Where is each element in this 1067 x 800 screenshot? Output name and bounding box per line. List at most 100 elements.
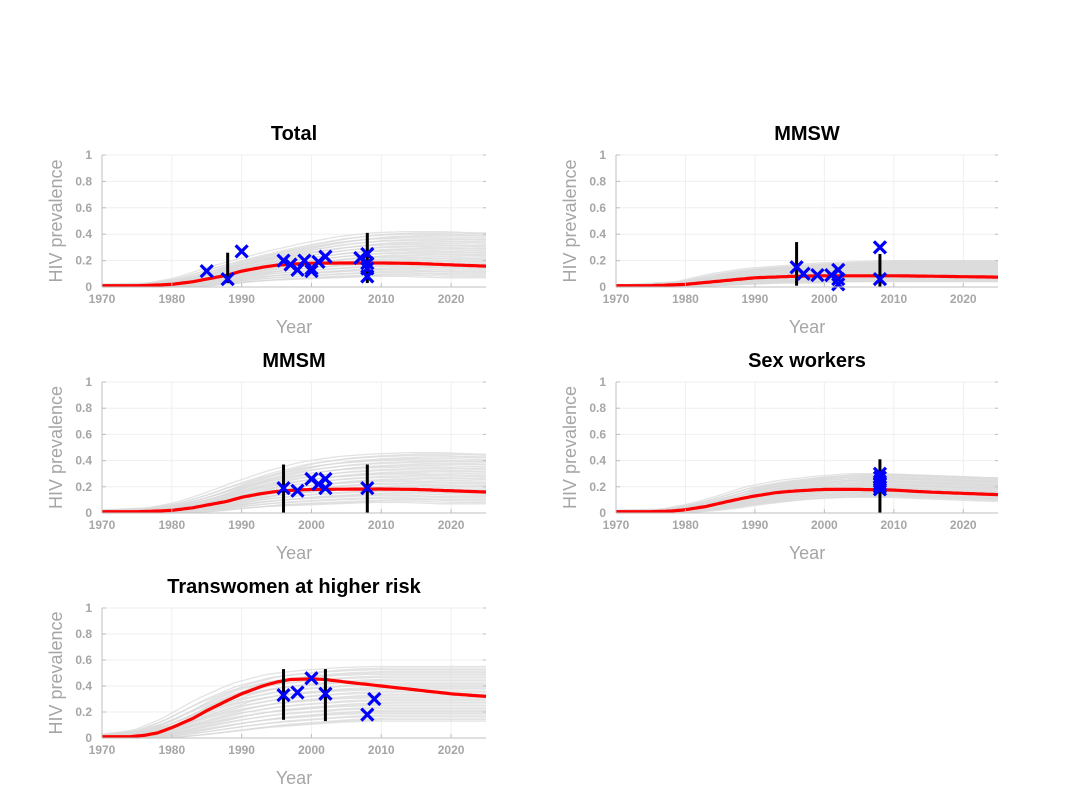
x-tick-label: 1980: [158, 292, 185, 306]
simulation-line: [102, 709, 486, 739]
y-tick-label: 0: [599, 280, 606, 294]
data-point: [796, 266, 811, 281]
x-tick-label: 1980: [672, 518, 699, 532]
x-tick-label: 2010: [880, 292, 907, 306]
x-axis-label: Year: [789, 317, 825, 337]
y-tick-label: 0.8: [75, 401, 92, 415]
y-tick-label: 0.4: [75, 454, 92, 468]
y-tick-label: 0.2: [589, 254, 606, 268]
y-axis-label: HIV prevalence: [46, 611, 66, 734]
data-point: [360, 269, 375, 284]
y-tick-label: 0: [599, 506, 606, 520]
model-curve: [102, 487, 487, 514]
model-curve: [102, 677, 487, 739]
y-tick-label: 0.8: [589, 174, 606, 188]
x-tick-label: 1970: [89, 292, 116, 306]
simulation-line: [102, 714, 486, 739]
data-point: [872, 240, 888, 255]
data-point: [318, 249, 333, 264]
y-tick-label: 0: [85, 731, 92, 745]
y-tick-label: 1: [599, 375, 606, 389]
x-tick-label: 1990: [742, 518, 769, 532]
x-tick-label: 2020: [950, 518, 977, 532]
simulation-line: [101, 665, 486, 735]
data-point: [290, 483, 305, 498]
y-tick-label: 0.6: [589, 427, 606, 441]
y-tick-label: 0.6: [75, 653, 92, 667]
y-tick-label: 0.8: [75, 174, 92, 188]
simulation-line: [102, 717, 486, 739]
y-tick-label: 0.6: [589, 201, 606, 215]
x-tick-label: 1970: [603, 292, 630, 306]
simulation-line: [102, 456, 487, 512]
data-point: [810, 267, 825, 283]
x-tick-label: 1990: [742, 292, 769, 306]
y-tick-label: 0.4: [589, 454, 606, 468]
y-tick-label: 1: [599, 148, 606, 162]
y-tick-label: 1: [85, 601, 92, 615]
data-point: [220, 271, 235, 287]
subplot-title: Transwomen at higher risk: [167, 576, 421, 598]
x-tick-label: 2010: [368, 292, 395, 306]
x-tick-label: 1980: [158, 743, 185, 757]
subplot-3: 0 0.2 0.4 0.6 0.8 1 1970 1980 1990 2000 2010 2020 MM…: [46, 350, 487, 563]
x-tick-label: 1970: [603, 518, 630, 532]
y-axis-label: HIV prevalence: [560, 386, 580, 509]
subplot-title: MMSM: [262, 350, 325, 372]
y-axis-label: HIV prevalence: [46, 386, 66, 509]
data-point: [872, 477, 888, 492]
simulation-line: [101, 454, 487, 511]
x-tick-label: 2000: [298, 743, 325, 757]
model-curve: [616, 487, 999, 514]
data-point: [276, 253, 291, 268]
y-axis-label: HIV prevalence: [560, 159, 580, 282]
simulation-line: [102, 693, 486, 738]
simulation-line: [101, 452, 486, 511]
x-tick-label: 1980: [672, 292, 699, 306]
x-axis-label: Year: [789, 543, 825, 563]
x-tick-label: 2020: [438, 743, 465, 757]
y-tick-label: 0.8: [589, 401, 606, 415]
subplot-1: 0 0.2 0.4 0.6 0.8 1 1970 1980 1990 2000 2010 2020 To…: [46, 123, 487, 337]
x-axis-label: Year: [276, 768, 312, 788]
data-point: [304, 671, 319, 686]
x-tick-label: 2000: [298, 518, 325, 532]
x-axis-label: Year: [276, 317, 312, 337]
simulation-line: [102, 232, 487, 286]
data-point: [367, 691, 382, 707]
simulation-line: [102, 463, 487, 512]
x-tick-label: 1970: [89, 743, 116, 757]
data-point: [360, 707, 375, 722]
data-point: [872, 271, 888, 287]
y-tick-label: 0.4: [589, 227, 606, 241]
x-tick-label: 1970: [89, 518, 116, 532]
x-tick-label: 1990: [228, 518, 255, 532]
simulation-line: [615, 259, 998, 286]
data-point: [872, 482, 888, 497]
x-tick-label: 2000: [811, 292, 838, 306]
y-tick-label: 0.2: [75, 480, 92, 494]
x-tick-label: 1990: [228, 292, 255, 306]
y-tick-label: 0.2: [589, 480, 606, 494]
data-point: [318, 686, 333, 701]
y-tick-label: 0.4: [75, 227, 92, 241]
x-tick-label: 2020: [950, 292, 977, 306]
y-tick-label: 0.6: [75, 201, 92, 215]
simulation-line: [101, 453, 487, 512]
y-tick-label: 0.2: [75, 254, 92, 268]
data-point: [199, 264, 214, 279]
y-tick-label: 0.6: [75, 427, 92, 441]
x-tick-label: 2000: [298, 292, 325, 306]
x-tick-label: 2010: [368, 743, 395, 757]
simulation-line: [102, 701, 486, 738]
data-point: [360, 256, 375, 271]
x-tick-label: 2010: [368, 518, 395, 532]
data-point: [872, 479, 888, 494]
data-point: [276, 480, 291, 496]
x-tick-label: 1980: [158, 518, 185, 532]
x-tick-label: 1990: [228, 743, 255, 757]
subplot-title: Total: [271, 123, 317, 145]
data-point: [276, 687, 291, 703]
y-tick-label: 1: [85, 375, 92, 389]
